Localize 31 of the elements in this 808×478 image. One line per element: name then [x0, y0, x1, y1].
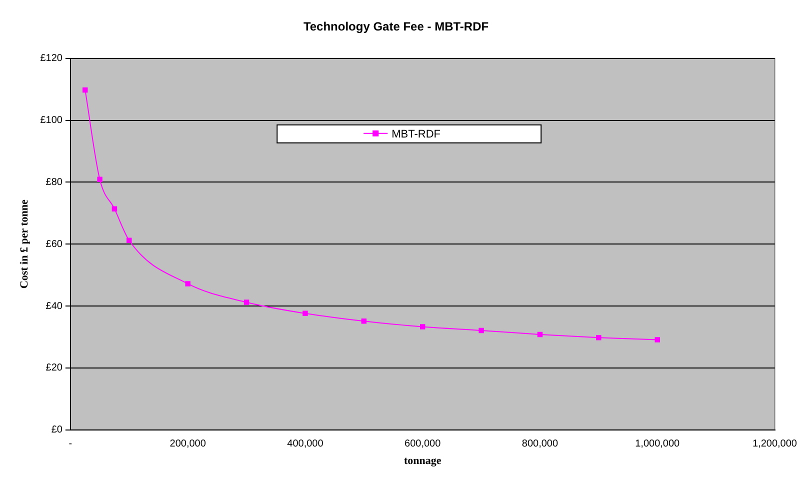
point	[420, 324, 426, 330]
y-tick-label: £120	[40, 53, 63, 64]
y-tick-label: £100	[40, 115, 63, 126]
y-axis-title: Cost in £ per tonne	[18, 199, 30, 289]
point	[654, 337, 660, 342]
point	[478, 328, 484, 334]
point	[361, 318, 367, 324]
x-tick-label: 800,000	[522, 438, 558, 450]
x-tick-label: 600,000	[404, 438, 442, 450]
point	[244, 300, 250, 305]
x-tick-label: 1,200,000	[752, 438, 798, 450]
y-tick-label: £0	[51, 424, 63, 436]
y-tick-label: £40	[46, 300, 63, 312]
x-tick-label: 400,000	[287, 438, 324, 450]
point	[537, 332, 543, 338]
y-tick-label: £60	[46, 238, 63, 250]
x-tick-label: 200,000	[170, 438, 206, 450]
point	[302, 310, 308, 316]
x-tick-label: -	[68, 438, 72, 450]
legend-label: MBT-RDF	[392, 128, 441, 140]
x-tick-label: 1,000,000	[635, 438, 680, 450]
y-tick-label: £20	[46, 362, 63, 374]
point	[82, 87, 88, 93]
y-tick-label: £80	[46, 176, 63, 188]
chart-title: Technology Gate Fee - MBT-RDF	[303, 20, 489, 34]
point	[112, 206, 118, 212]
point	[185, 281, 190, 286]
x-axis-title: tonnage	[404, 455, 442, 468]
point	[126, 238, 132, 244]
point	[97, 176, 102, 182]
point	[596, 334, 602, 340]
